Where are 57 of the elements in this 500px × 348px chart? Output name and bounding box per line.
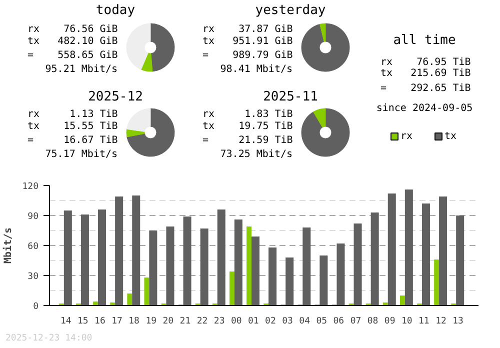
x-tick-label: 16 <box>94 316 106 326</box>
text: 75.17 Mbit/s <box>45 149 118 160</box>
y-tick-label: 60 <box>28 242 39 252</box>
x-tick-label: 13 <box>452 316 464 326</box>
x-tick-label: 02 <box>265 316 276 326</box>
legend-label: tx <box>444 131 457 142</box>
x-tick-label: 04 <box>299 316 310 326</box>
x-tick-label: 20 <box>162 316 174 326</box>
text: = 989.79 GiB <box>202 50 293 61</box>
text: = 558.65 GiB <box>28 50 118 61</box>
text: = 292.65 TiB <box>380 83 471 94</box>
chart-title: yesterday <box>255 3 326 18</box>
x-tick-label: 01 <box>248 316 259 326</box>
text: = 21.59 TiB <box>202 135 293 146</box>
chart-title: 2025-11 <box>263 90 318 104</box>
text: tx 482.10 GiB <box>28 36 118 47</box>
x-tick-label: 15 <box>78 316 88 326</box>
x-tick-label: 00 <box>230 316 242 326</box>
x-tick-label: 22 <box>196 316 208 326</box>
x-tick-label: 08 <box>367 316 378 326</box>
text: rx 1.83 TiB <box>202 109 293 120</box>
x-tick-label: 19 <box>146 316 157 326</box>
x-tick-label: 09 <box>384 316 396 326</box>
x-tick-label: 18 <box>128 316 140 326</box>
text: 73.25 Mbit/s <box>220 149 293 160</box>
y-axis-title: Mbit/s <box>2 227 14 264</box>
text: rx 37.87 GiB <box>202 24 293 35</box>
text: all time <box>393 33 456 48</box>
y-tick-label: 120 <box>22 182 39 192</box>
chart-title: 2025-12 <box>88 90 143 104</box>
y-tick-label: 90 <box>28 212 39 222</box>
x-tick-label: 05 <box>316 316 328 326</box>
y-tick-label: 0 <box>33 302 39 312</box>
text: rx 76.56 GiB <box>28 24 118 35</box>
text: tx 215.69 TiB <box>380 68 471 79</box>
x-tick-label: 12 <box>436 316 446 326</box>
x-tick-label: 23 <box>214 316 225 326</box>
x-tick-label: 11 <box>418 316 430 326</box>
text: since 2024-09-05 <box>376 103 473 114</box>
text: tx 951.91 GiB <box>202 36 293 47</box>
text: rx 1.13 TiB <box>28 109 118 120</box>
text: tx 19.75 TiB <box>202 121 293 132</box>
text: rx 76.95 TiB <box>380 57 471 68</box>
x-tick-label: 06 <box>333 316 344 326</box>
text: = 16.67 TiB <box>28 135 118 146</box>
text: 98.41 Mbit/s <box>220 64 293 75</box>
text: 95.21 Mbit/s <box>45 64 118 75</box>
x-tick-label: 14 <box>60 316 72 326</box>
x-tick-label: 03 <box>282 316 293 326</box>
x-tick-label: 10 <box>401 316 412 326</box>
x-tick-label: 17 <box>112 316 122 326</box>
chart-title: today <box>96 3 136 18</box>
x-tick-label: 21 <box>180 316 191 326</box>
x-tick-label: 07 <box>350 316 362 326</box>
legend-label: rx <box>400 131 413 142</box>
text: tx 15.55 TiB <box>28 121 118 132</box>
y-tick-label: 30 <box>28 272 39 282</box>
